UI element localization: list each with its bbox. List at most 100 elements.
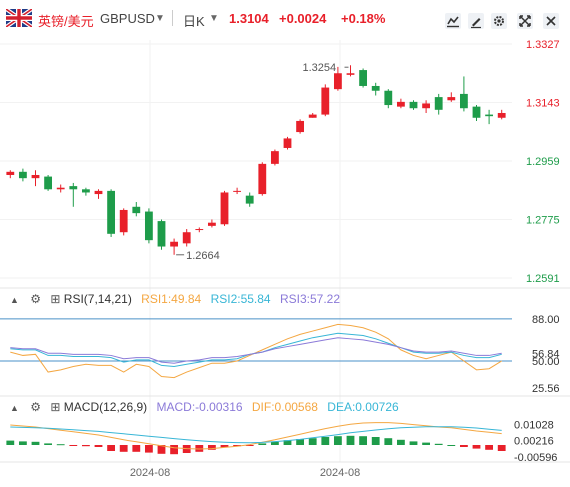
candle-body [296, 120, 305, 133]
candle-body [434, 97, 443, 110]
macd-menu-icon[interactable]: ⊞ [50, 400, 61, 414]
candle-body [44, 176, 53, 190]
candle-body [472, 106, 481, 118]
macd-histogram-bar [6, 440, 15, 445]
fullscreen-icon[interactable] [516, 12, 534, 30]
settings-icon[interactable] [490, 12, 508, 30]
candle-body [283, 138, 292, 148]
symbol-code[interactable]: GBPUSD [100, 11, 155, 26]
macd-histogram-bar [258, 443, 267, 445]
rsi-axis-label: 50.00 [532, 356, 560, 368]
macd-histogram-bar [359, 436, 368, 445]
candle-body [81, 189, 90, 193]
macd-histogram-bar [81, 445, 90, 447]
macd-histogram-bar [283, 440, 292, 445]
rsi-indicator-label: RSI(7,14,21) [63, 292, 132, 306]
rsi-settings-icon[interactable]: ⚙ [30, 292, 42, 306]
candle-body [157, 221, 166, 247]
symbol-dropdown-icon[interactable]: ▼ [155, 13, 165, 24]
rsi-axis-label: 56.84 [532, 348, 560, 360]
timeframe-selector[interactable]: 日K [183, 14, 205, 29]
candle-body [447, 97, 456, 101]
macd-histogram-bar [119, 445, 128, 452]
macd-histogram-bar [497, 445, 506, 451]
rsi1-value: RSI1:49.84 [141, 292, 202, 306]
dea-value: DEA:0.00726 [327, 400, 399, 414]
macd-axis-label: -0.00596 [514, 452, 557, 464]
macd-histogram-bar [170, 445, 179, 455]
candle-body [497, 112, 506, 118]
price-change: +0.0024 [279, 11, 327, 26]
macd-histogram-bar [447, 445, 456, 446]
macd-histogram-bar [409, 441, 418, 445]
price-tick-label: 1.3327 [526, 39, 560, 51]
header-divider [172, 10, 173, 26]
candle-body [409, 101, 418, 109]
candle-body [359, 70, 368, 86]
price-tick-label: 1.2959 [526, 156, 560, 168]
rsi-axis-label: 25.56 [532, 383, 560, 395]
macd-line [10, 426, 502, 444]
candle-body [321, 87, 330, 115]
macd-histogram-bar [472, 445, 481, 449]
candle-body [182, 232, 191, 244]
macd-histogram-bar [69, 445, 78, 446]
grid-lines [0, 40, 512, 462]
rsi-line [10, 332, 502, 368]
macd-indicator-label: MACD(12,26,9) [63, 400, 148, 414]
timeframe-dropdown-icon[interactable]: ▼ [209, 13, 219, 24]
macd-histogram-bar [371, 437, 380, 445]
macd-histogram-bar [44, 443, 53, 445]
pair-name[interactable]: 英镑/美元 [38, 14, 94, 29]
macd-label-row: ▲ ⚙ ⊞ MACD(12,26,9) MACD:-0.00316 DIF:0.… [10, 400, 399, 414]
candle-body [144, 211, 153, 241]
candle-body [371, 85, 380, 91]
current-price: 1.3104 [229, 11, 269, 26]
rsi-collapse-icon[interactable]: ▲ [10, 295, 19, 305]
macd-histogram-bar [459, 445, 468, 447]
candle-body [422, 103, 431, 109]
price-change-pct: +0.18% [341, 11, 386, 26]
macd-histogram-bar [107, 445, 116, 451]
macd-value: MACD:-0.00316 [156, 400, 243, 414]
candle-body [69, 186, 78, 190]
macd-histogram-bar [245, 445, 254, 446]
candle-body [94, 190, 103, 195]
rsi-line [10, 323, 502, 379]
macd-histogram-bar [207, 445, 216, 450]
rsi-menu-icon[interactable]: ⊞ [50, 292, 61, 306]
macd-histogram-bar [144, 445, 153, 453]
macd-settings-icon[interactable]: ⚙ [30, 400, 42, 414]
draw-tool-icon[interactable] [467, 12, 485, 30]
macd-histogram-bar [396, 439, 405, 445]
candle-body [346, 73, 355, 75]
candle-body [107, 190, 116, 234]
rsi-label-row: ▲ ⚙ ⊞ RSI(7,14,21) RSI1:49.84 RSI2:55.84… [10, 292, 340, 306]
rsi2-value: RSI2:55.84 [210, 292, 271, 306]
dif-value: DIF:0.00568 [251, 400, 318, 414]
macd-histogram-bar [157, 445, 166, 454]
candle-body [18, 171, 27, 179]
candle-body [119, 209, 128, 233]
macd-histogram-bar [31, 441, 40, 445]
x-tick-label: 2024-08 [130, 467, 170, 479]
candle-body [195, 229, 204, 231]
candle-body [220, 192, 229, 225]
candle-body [258, 163, 267, 195]
macd-histogram-bar [422, 442, 431, 445]
price-annotations: 1.3254 1.2664 [176, 62, 349, 262]
macd-collapse-icon[interactable]: ▲ [10, 403, 19, 413]
macd-histogram-bar [132, 445, 141, 452]
rsi3-value: RSI3:57.22 [279, 292, 340, 306]
indicator-icon[interactable] [444, 12, 462, 30]
candle-body [56, 187, 65, 190]
macd-line [10, 422, 502, 450]
candle-body [270, 151, 279, 164]
close-icon[interactable] [542, 12, 560, 30]
macd-histogram-bar [270, 441, 279, 445]
candle-body [485, 114, 494, 117]
macd-histogram-bar [321, 437, 330, 445]
macd-histogram-bar [233, 445, 242, 447]
